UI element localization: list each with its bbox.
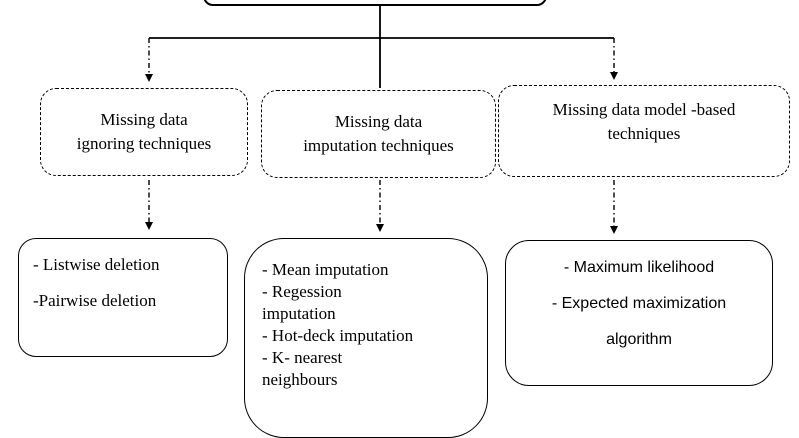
category-model-based-line-2: techniques xyxy=(607,124,681,143)
method-pairwise-deletion: -Pairwise deletion xyxy=(33,291,157,310)
category-ignoring-line-1: Missing data xyxy=(100,110,188,129)
category-ignoring-box: Missing data ignoring techniques xyxy=(40,88,248,176)
method-algorithm: algorithm xyxy=(606,331,672,348)
method-listwise-deletion: - Listwise deletion xyxy=(33,255,160,274)
method-hot-deck-imputation: - Hot-deck imputation xyxy=(262,326,414,345)
method-knn-line-2: neighbours xyxy=(262,370,338,389)
methods-imputation-box: - Mean imputation - Regession imputation… xyxy=(244,238,488,438)
method-regression-line-1: - Regession xyxy=(262,282,342,301)
method-expected-maximization: - Expected maximization xyxy=(551,295,727,312)
method-mean-imputation: - Mean imputation xyxy=(262,260,389,279)
method-maximum-likelihood: - Maximum likelihood xyxy=(563,259,715,276)
root-box xyxy=(203,0,547,6)
category-model-based-box: Missing data model -based techniques xyxy=(498,85,790,177)
category-imputation-line-2: imputation techniques xyxy=(303,136,454,155)
methods-deletion-box: - Listwise deletion -Pairwise deletion xyxy=(18,238,228,357)
category-imputation-box: Missing data imputation techniques xyxy=(261,90,496,178)
method-knn-line-1: - K- nearest xyxy=(262,348,343,367)
category-ignoring-line-2: ignoring techniques xyxy=(76,134,212,153)
category-imputation-line-1: Missing data xyxy=(334,112,423,131)
method-regression-line-2: imputation xyxy=(262,304,336,323)
methods-model-based-box: - Maximum likelihood - Expected maximiza… xyxy=(505,240,773,386)
category-model-based-line-1: Missing data model -based xyxy=(552,100,736,119)
